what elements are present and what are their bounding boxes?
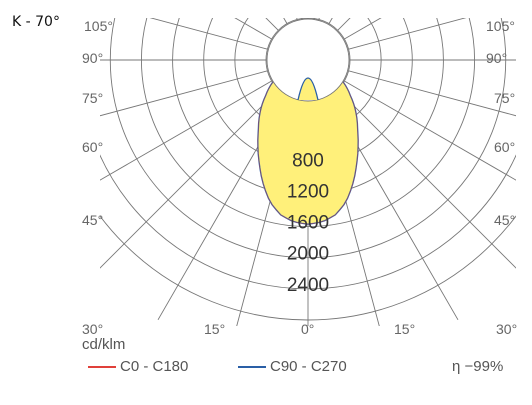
angle-label-left: 75° bbox=[82, 90, 103, 106]
radial-label: 1600 bbox=[287, 213, 329, 234]
angle-label-right: 90° bbox=[486, 50, 507, 66]
radial-label: 2000 bbox=[287, 244, 329, 265]
legend-swatch-c90 bbox=[238, 365, 266, 368]
grid-radial-line bbox=[234, 18, 272, 40]
grid-radial-line bbox=[337, 89, 516, 269]
curve-c0-c180 bbox=[257, 59, 359, 225]
radial-label: 2400 bbox=[287, 275, 329, 296]
angle-label-left: 45° bbox=[82, 212, 103, 228]
legend-item-c0: C0 - C180 bbox=[88, 358, 188, 375]
angle-label-left: 0° bbox=[301, 321, 314, 337]
angle-label-left: 105° bbox=[84, 18, 113, 34]
angle-label-right: 30° bbox=[496, 321, 517, 337]
grid-radial-line bbox=[149, 18, 268, 50]
angle-label-right: 75° bbox=[494, 90, 515, 106]
grid-radial-line bbox=[318, 18, 320, 20]
angle-label-right: 45° bbox=[494, 212, 515, 228]
grid-radial-line bbox=[348, 70, 516, 117]
angle-label-left: 15° bbox=[204, 321, 225, 337]
grid-radial-line bbox=[100, 70, 268, 117]
legend-label-c90: C90 - C270 bbox=[270, 358, 347, 375]
center-hole bbox=[266, 18, 350, 102]
angle-label-right: 105° bbox=[486, 18, 515, 34]
radial-label: 1200 bbox=[287, 181, 329, 202]
grid-radial-line bbox=[348, 18, 467, 50]
angle-label-left: 60° bbox=[82, 139, 103, 155]
chart-title: K - 70° bbox=[12, 14, 60, 30]
angle-label-left: 30° bbox=[82, 321, 103, 337]
grid-radial-line bbox=[296, 18, 298, 20]
unit-label: cd/klm bbox=[82, 336, 126, 353]
curve-tip bbox=[297, 77, 319, 101]
legend-item-c90: C90 - C270 bbox=[238, 358, 347, 375]
grid-radial-line bbox=[344, 80, 516, 181]
grid-radial-line bbox=[100, 89, 279, 269]
legend-label-c0: C0 - C180 bbox=[120, 358, 189, 375]
angle-label-left: 90° bbox=[82, 50, 103, 66]
angle-label-right: 15° bbox=[394, 321, 415, 337]
grid-radial-line bbox=[100, 80, 272, 181]
grid-radial-line bbox=[265, 18, 279, 31]
angle-label-right: 60° bbox=[494, 139, 515, 155]
legend-swatch-c0 bbox=[88, 365, 116, 368]
efficiency-label: η −99% bbox=[452, 358, 504, 375]
radial-label: 800 bbox=[292, 150, 324, 171]
